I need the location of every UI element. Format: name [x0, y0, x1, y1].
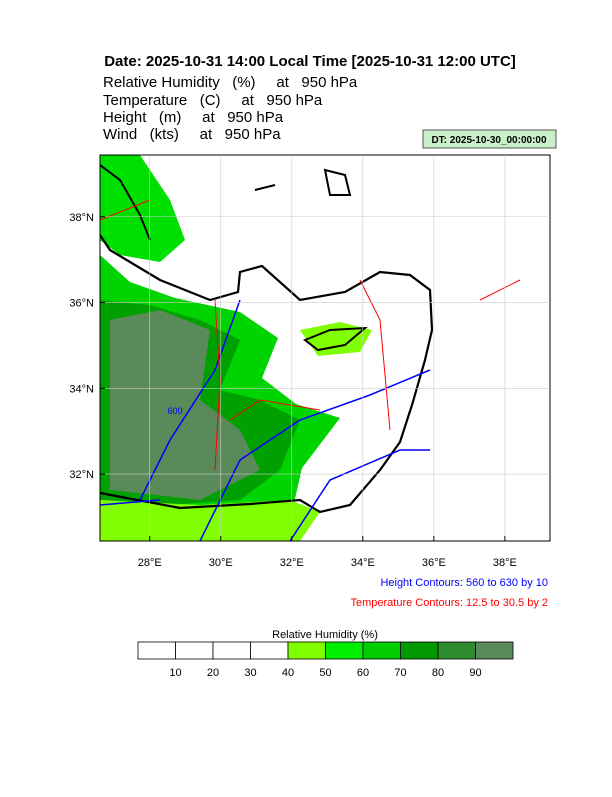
colorbar-label: 80 [432, 667, 444, 679]
field-line: Temperature (C) at 950 hPa [103, 92, 323, 109]
coastline [302, 326, 368, 352]
dt-label: DT: 2025-10-30_00:00:00 [431, 135, 547, 146]
colorbar-box [175, 641, 214, 660]
colorbar-label: 30 [244, 667, 256, 679]
temperature-contour [100, 199, 521, 471]
y-tick-label: 34°N [69, 383, 94, 395]
colorbar-box [437, 641, 476, 660]
contour-label: 600 [167, 406, 182, 416]
field-line: Relative Humidity (%) at 950 hPa [103, 74, 358, 91]
height-contour [100, 299, 431, 541]
x-tick-label: 34°E [351, 557, 375, 569]
map-frame [99, 154, 551, 542]
colorbar-label: 60 [357, 667, 369, 679]
colorbar-title: Relative Humidity (%) [272, 629, 378, 641]
x-tick-label: 28°E [138, 557, 162, 569]
colorbar-label: 90 [469, 667, 481, 679]
coastline [100, 164, 352, 241]
field-line: Height (m) at 950 hPa [103, 109, 284, 126]
colorbar-box [362, 641, 401, 660]
x-tick-label: 32°E [280, 557, 304, 569]
x-tick-label: 30°E [209, 557, 233, 569]
y-tick-label: 38°N [69, 212, 94, 224]
colorbar-box [475, 641, 514, 660]
coastline [100, 234, 434, 514]
contour-note: Temperature Contours: 12.5 to 30.5 by 2 [350, 597, 548, 609]
title: Date: 2025-10-31 14:00 Local Time [2025-… [104, 53, 516, 70]
colorbar-label: 50 [319, 667, 331, 679]
colorbar-box [137, 641, 176, 660]
y-tick-label: 36°N [69, 298, 94, 310]
colorbar-label: 20 [207, 667, 219, 679]
colorbar-box [400, 641, 439, 660]
contour-note: Height Contours: 560 to 630 by 10 [380, 577, 548, 589]
field-line: Wind (kts) at 950 hPa [103, 126, 281, 143]
colorbar-box [287, 641, 326, 660]
colorbar-label: 10 [169, 667, 181, 679]
dt-box [422, 129, 557, 149]
rh-field [100, 155, 185, 262]
x-tick-label: 36°E [422, 557, 446, 569]
colorbar-box [325, 641, 364, 660]
map-area: 600 [100, 155, 521, 541]
colorbar-box [250, 641, 289, 660]
colorbar-box [212, 641, 251, 660]
rh-field [110, 310, 260, 500]
rh-field [300, 322, 372, 356]
colorbar-label: 70 [394, 667, 406, 679]
x-tick-label: 38°E [493, 557, 517, 569]
colorbar-label: 40 [282, 667, 294, 679]
y-tick-label: 32°N [69, 469, 94, 481]
